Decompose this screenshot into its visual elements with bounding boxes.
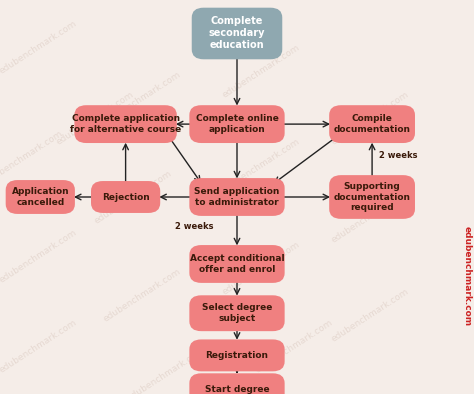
FancyBboxPatch shape <box>189 296 284 331</box>
Text: 2 weeks: 2 weeks <box>175 222 214 231</box>
Text: Registration: Registration <box>206 351 268 360</box>
Text: Send application
to administrator: Send application to administrator <box>194 187 280 207</box>
FancyBboxPatch shape <box>189 340 284 371</box>
Text: edubenchmark.com: edubenchmark.com <box>0 318 78 375</box>
FancyBboxPatch shape <box>329 175 415 219</box>
Text: Accept conditional
offer and enrol: Accept conditional offer and enrol <box>190 254 284 274</box>
Text: edubenchmark.com: edubenchmark.com <box>0 19 78 76</box>
Text: edubenchmark.com: edubenchmark.com <box>220 43 301 99</box>
FancyBboxPatch shape <box>91 181 160 213</box>
Text: 2 weeks: 2 weeks <box>379 151 418 160</box>
FancyBboxPatch shape <box>189 245 284 283</box>
Text: Complete online
application: Complete online application <box>196 114 278 134</box>
Text: edubenchmark.com: edubenchmark.com <box>92 169 173 225</box>
Text: Complete application
for alternative course: Complete application for alternative cou… <box>70 114 181 134</box>
FancyBboxPatch shape <box>189 105 284 143</box>
Text: Start degree: Start degree <box>205 385 269 394</box>
Text: edubenchmark.com: edubenchmark.com <box>55 90 135 147</box>
Text: edubenchmark.com: edubenchmark.com <box>463 226 471 326</box>
Text: Application
cancelled: Application cancelled <box>11 187 69 207</box>
Text: edubenchmark.com: edubenchmark.com <box>329 287 410 344</box>
Text: Select degree
subject: Select degree subject <box>202 303 272 323</box>
Text: edubenchmark.com: edubenchmark.com <box>0 129 64 186</box>
Text: Compile
documentation: Compile documentation <box>334 114 410 134</box>
Text: Rejection: Rejection <box>102 193 149 201</box>
Text: edubenchmark.com: edubenchmark.com <box>102 267 182 324</box>
Text: Complete
secondary
education: Complete secondary education <box>209 17 265 50</box>
Text: edubenchmark.com: edubenchmark.com <box>254 318 334 375</box>
Text: edubenchmark.com: edubenchmark.com <box>0 228 78 284</box>
Text: Supporting
documentation
required: Supporting documentation required <box>334 182 410 212</box>
FancyBboxPatch shape <box>6 180 75 214</box>
FancyBboxPatch shape <box>74 105 177 143</box>
Text: edubenchmark.com: edubenchmark.com <box>126 346 206 394</box>
Text: edubenchmark.com: edubenchmark.com <box>220 137 301 194</box>
FancyBboxPatch shape <box>189 374 284 394</box>
FancyBboxPatch shape <box>189 178 284 216</box>
Text: edubenchmark.com: edubenchmark.com <box>102 70 182 127</box>
FancyBboxPatch shape <box>191 8 282 59</box>
Text: edubenchmark.com: edubenchmark.com <box>329 90 410 147</box>
Text: edubenchmark.com: edubenchmark.com <box>329 188 410 245</box>
Text: edubenchmark.com: edubenchmark.com <box>220 240 301 296</box>
FancyBboxPatch shape <box>329 105 415 143</box>
